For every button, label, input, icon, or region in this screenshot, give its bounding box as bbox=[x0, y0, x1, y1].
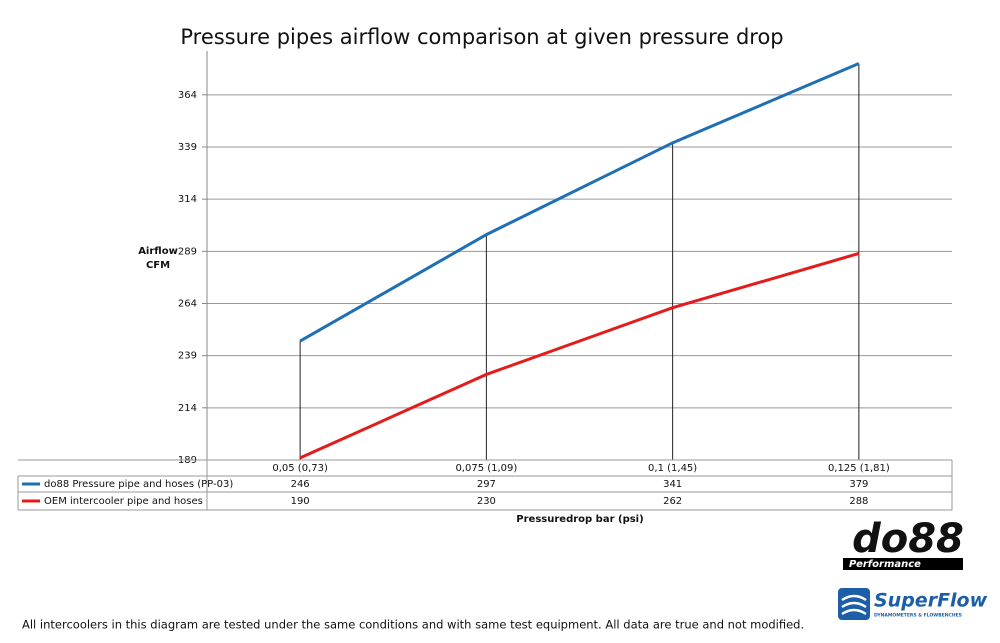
y-tick-label: 314 bbox=[178, 194, 197, 205]
x-tick-label: 0,05 (0,73) bbox=[272, 463, 328, 474]
table-value: 262 bbox=[663, 496, 682, 507]
table-value: 297 bbox=[477, 479, 496, 490]
logo-bar bbox=[843, 558, 963, 570]
do88-logo: do88 Performance bbox=[840, 516, 978, 570]
x-tick-label: 0,1 (1,45) bbox=[648, 463, 697, 474]
footer-note: All intercoolers in this diagram are tes… bbox=[22, 618, 804, 632]
y-tick-label: 339 bbox=[178, 142, 197, 153]
y-tick-label: 289 bbox=[178, 246, 197, 257]
table-value: 379 bbox=[849, 479, 868, 490]
series-line bbox=[299, 62, 860, 343]
chart-title: Pressure pipes airflow comparison at giv… bbox=[180, 25, 783, 49]
table-value: 288 bbox=[849, 496, 868, 507]
x-tick-label: 0,075 (1,09) bbox=[455, 463, 517, 474]
x-tick-label: 0,125 (1,81) bbox=[828, 463, 890, 474]
y-tick-label: 214 bbox=[178, 403, 197, 414]
table-value: 341 bbox=[663, 479, 682, 490]
logo-sub: Performance bbox=[849, 559, 921, 570]
y-axis-label: CFM bbox=[146, 260, 170, 271]
logo-text: do88 bbox=[852, 516, 964, 562]
table-value: 246 bbox=[291, 479, 310, 490]
superflow-logo: SuperFlow DYNAMOMETERS & FLOWBENCHES bbox=[838, 588, 988, 620]
legend-label: OEM intercooler pipe and hoses bbox=[44, 496, 203, 507]
series-line bbox=[299, 251, 860, 460]
table-value: 190 bbox=[291, 496, 310, 507]
y-tick-label: 239 bbox=[178, 351, 197, 362]
table-value: 230 bbox=[477, 496, 496, 507]
y-axis-label: Airflow bbox=[138, 246, 178, 257]
logo-text: SuperFlow bbox=[874, 590, 988, 612]
legend-label: do88 Pressure pipe and hoses (PP-03) bbox=[44, 479, 233, 490]
logo-sub: DYNAMOMETERS & FLOWBENCHES bbox=[874, 613, 962, 619]
logo-waves bbox=[841, 594, 867, 616]
y-tick-label: 264 bbox=[178, 298, 197, 309]
x-axis-label: Pressuredrop bar (psi) bbox=[516, 514, 643, 525]
y-tick-label: 364 bbox=[178, 90, 197, 101]
